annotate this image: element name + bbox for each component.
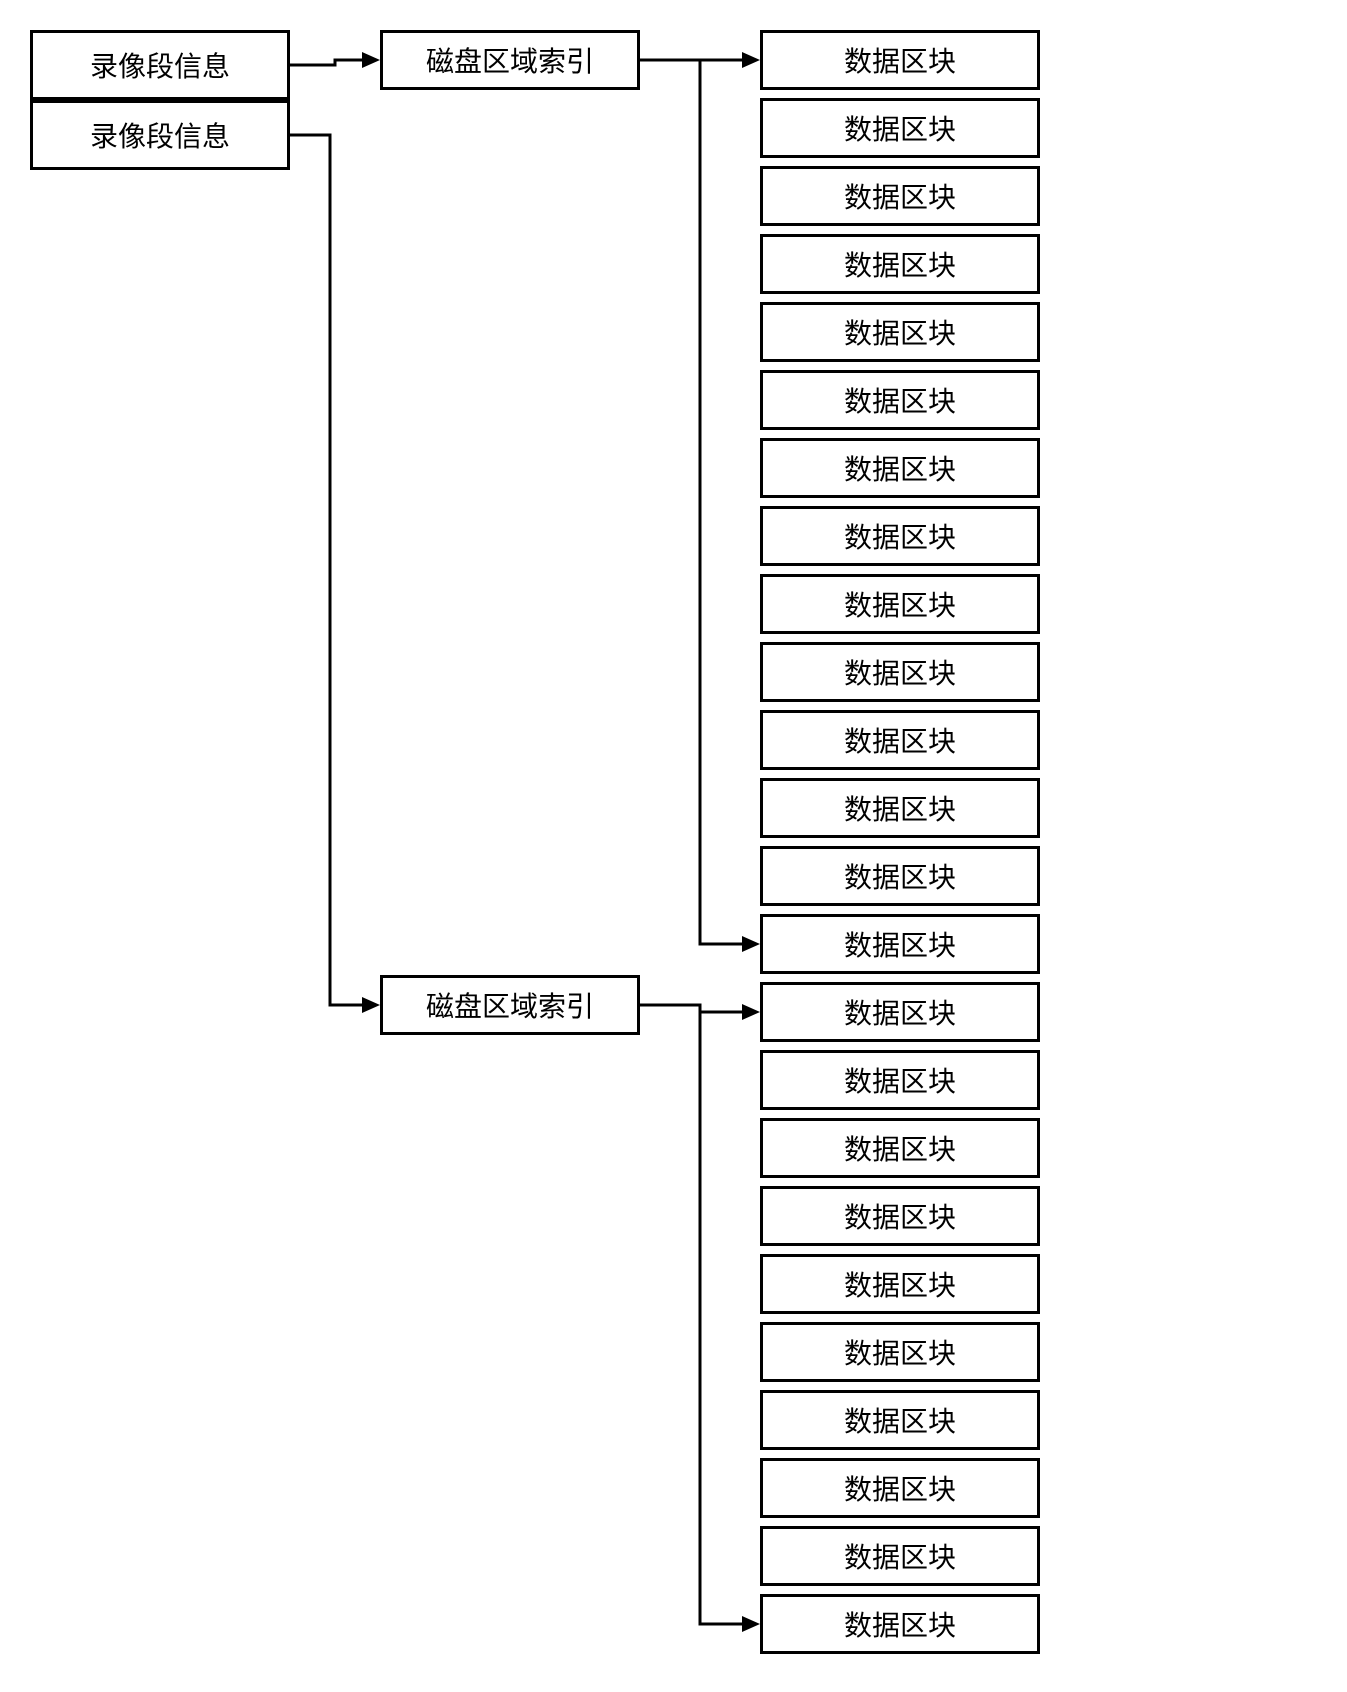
data-block: 数据区块 <box>760 1526 1040 1586</box>
data-block: 数据区块 <box>760 370 1040 430</box>
data-block: 数据区块 <box>760 1390 1040 1450</box>
data-block: 数据区块 <box>760 1118 1040 1178</box>
segment-info: 录像段信息 <box>30 100 290 170</box>
data-block: 数据区块 <box>760 234 1040 294</box>
data-block: 数据区块 <box>760 166 1040 226</box>
data-block: 数据区块 <box>760 1594 1040 1654</box>
data-block: 数据区块 <box>760 574 1040 634</box>
data-block: 数据区块 <box>760 1186 1040 1246</box>
data-block: 数据区块 <box>760 506 1040 566</box>
data-block: 数据区块 <box>760 30 1040 90</box>
segment-info: 录像段信息 <box>30 30 290 100</box>
data-block: 数据区块 <box>760 98 1040 158</box>
data-block: 数据区块 <box>760 1050 1040 1110</box>
disk-index: 磁盘区域索引 <box>380 30 640 90</box>
data-block: 数据区块 <box>760 1458 1040 1518</box>
data-block: 数据区块 <box>760 642 1040 702</box>
disk-index: 磁盘区域索引 <box>380 975 640 1035</box>
data-block: 数据区块 <box>760 710 1040 770</box>
data-block: 数据区块 <box>760 438 1040 498</box>
data-block: 数据区块 <box>760 302 1040 362</box>
data-block: 数据区块 <box>760 982 1040 1042</box>
data-block: 数据区块 <box>760 1322 1040 1382</box>
data-block: 数据区块 <box>760 1254 1040 1314</box>
data-block: 数据区块 <box>760 914 1040 974</box>
data-block: 数据区块 <box>760 846 1040 906</box>
data-block: 数据区块 <box>760 778 1040 838</box>
